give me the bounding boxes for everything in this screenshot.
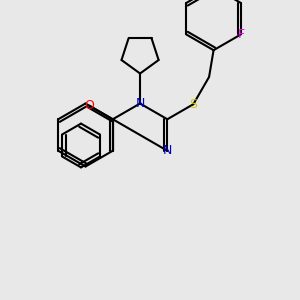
Text: N: N [135, 97, 145, 110]
Text: N: N [163, 144, 172, 157]
Text: O: O [85, 99, 94, 112]
Text: F: F [237, 28, 244, 41]
Text: S: S [189, 98, 197, 111]
